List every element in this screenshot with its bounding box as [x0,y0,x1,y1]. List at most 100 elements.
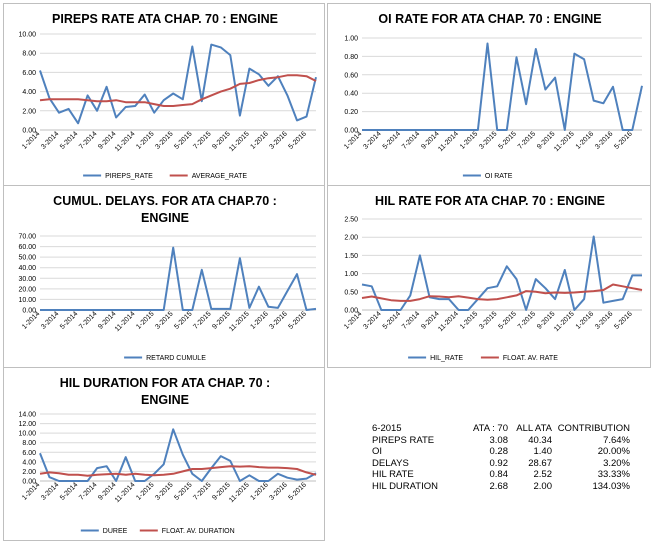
x-tick-label: 5-2016 [288,310,308,330]
x-tick-label: 5-2014 [59,481,79,501]
y-tick-label: 8.00 [22,51,36,58]
oi-rate-chart: OI RATE FOR ATA CHAP. 70 : ENGINE 0.00 0.2… [343,12,643,180]
y-tick-label: 60.00 [18,244,36,251]
summary-label: PIREPS RATE [372,434,435,446]
summary-header-ata: ATA : 70 [472,423,508,434]
x-tick-label: 3-2015 [154,481,174,501]
x-tick-label: 1-2016 [249,310,269,330]
x-tick-label: 1-2015 [135,130,155,150]
x-tick-label: 5-2016 [613,310,633,330]
x-tick-label: 5-2015 [173,310,193,330]
x-tick-label: 11-2014 [114,130,137,153]
y-tick-label: 50.00 [18,255,36,262]
chart-panel-hil-rate: HIL RATE FOR ATA CHAP. 70 : ENGINE 0.00 0.… [327,185,651,368]
y-tick-label: 1.50 [344,253,358,260]
series-line-2 [39,465,317,477]
summary-label: DELAYS [372,457,409,469]
chart-title: HIL DURATION FOR ATA CHAP. 70 : [60,376,270,390]
summary-row: HIL DURATION 2.68 2.00 134.03% [372,481,630,493]
summary-contribution: 3.20% [603,457,630,469]
chart-panel-delays: CUMUL. DELAYS. FOR ATA CHAP.70 : ENGINE 0.… [3,185,325,368]
x-tick-label: 3-2016 [269,130,289,150]
y-tick-label: 10.00 [18,32,36,39]
legend-label: RETARD CUMULE [146,355,206,362]
series-line-1 [361,235,642,311]
x-tick-label: 1-2015 [135,310,155,330]
y-tick-label: 0.00 [22,128,36,135]
summary-header-all: ALL ATA [516,423,552,434]
x-tick-label: 5-2015 [173,130,193,150]
summary-contribution: 7.64% [603,434,630,446]
summary-ata-value: 3.08 [489,434,509,446]
y-tick-label: 0.60 [344,72,358,79]
x-tick-label: 5-2016 [288,130,308,150]
x-tick-label: 3-2016 [269,310,289,330]
contribution-summary: 6-2015 ATA : 70 ALL ATA CONTRIBUTION PIR… [372,423,652,492]
x-tick-label: 3-2016 [594,310,614,330]
summary-all-value: 40.34 [528,434,552,446]
x-tick-label: 1-2016 [249,130,269,150]
x-tick-label: 3-2015 [478,310,498,330]
x-tick-label: 11-2015 [228,310,251,333]
series-line-1 [39,43,317,125]
y-tick-label: 1.00 [344,36,358,43]
x-tick-label: 1-2015 [459,130,479,150]
legend-label: PIREPS_RATE [105,173,153,180]
x-tick-label: 11-2015 [553,130,576,153]
x-tick-label: 7-2015 [517,130,537,150]
summary-all-value: 28.67 [528,457,552,469]
chart-title: CUMUL. DELAYS. FOR ATA CHAP.70 : [53,194,277,208]
y-tick-label: 0.20 [344,109,358,116]
summary-ata-value: 2.68 [489,480,509,492]
x-tick-label: 11-2014 [114,481,137,504]
y-tick-label: 20.00 [18,286,36,293]
x-tick-label: 5-2014 [59,130,79,150]
series-line-1 [40,246,317,311]
chart-title: ENGINE [141,211,189,225]
summary-period: 6-2015 [372,423,402,434]
legend-label: OI RATE [485,173,513,180]
x-tick-label: 11-2015 [228,481,251,504]
x-tick-label: 5-2015 [173,481,193,501]
x-tick-label: 5-2014 [382,310,402,330]
y-tick-label: 4.00 [22,459,36,466]
y-tick-label: 6.00 [22,70,36,77]
summary-table: 6-2015 ATA : 70 ALL ATA CONTRIBUTION PIR… [372,423,630,492]
y-tick-label: 8.00 [22,440,36,447]
x-tick-label: 11-2014 [437,310,460,333]
x-tick-label: 3-2015 [154,310,174,330]
x-tick-label: 7-2014 [401,130,421,150]
x-tick-label: 3-2016 [269,481,289,501]
y-tick-label: 4.00 [22,89,36,96]
summary-label: HIL RATE [372,469,414,480]
y-tick-label: 12.00 [18,421,36,428]
series-line-1 [39,428,317,482]
x-tick-label: 3-2015 [478,130,498,150]
summary-all-value: 2.52 [533,469,553,480]
pireps-rate-chart: PIREPS RATE ATA CHAP. 70 : ENGINE 0.00 2.0… [18,12,317,180]
y-tick-label: 40.00 [18,265,36,272]
hil-duration-chart: HIL DURATION FOR ATA CHAP. 70 : ENGINE 0.0… [18,376,317,535]
y-tick-label: 2.50 [344,217,358,224]
summary-all-value: 1.40 [533,446,553,457]
chart-title: PIREPS RATE ATA CHAP. 70 : ENGINE [52,12,278,26]
legend-label: FLOAT. AV. DURATION [162,528,235,535]
chart-panel-oi: OI RATE FOR ATA CHAP. 70 : ENGINE 0.00 0.2… [327,3,651,186]
series-line-1 [362,42,643,131]
summary-contribution: 134.03% [592,480,630,492]
summary-all-value: 2.00 [533,480,553,492]
summary-ata-value: 0.28 [489,446,509,457]
summary-header-row: 6-2015 ATA : 70 ALL ATA CONTRIBUTION [372,423,630,435]
summary-ata-value: 0.92 [489,457,509,469]
summary-contribution: 20.00% [597,446,630,457]
y-tick-label: 0.40 [344,91,358,98]
x-tick-label: 7-2015 [192,310,212,330]
x-tick-label: 7-2015 [517,310,537,330]
x-tick-label: 3-2016 [594,130,614,150]
y-tick-label: 2.00 [344,235,358,242]
x-tick-label: 3-2014 [40,130,60,150]
chart-title: ENGINE [141,393,189,407]
summary-label: OI [372,446,383,457]
summary-label: HIL DURATION [372,480,438,492]
y-tick-label: 0.00 [344,308,358,315]
